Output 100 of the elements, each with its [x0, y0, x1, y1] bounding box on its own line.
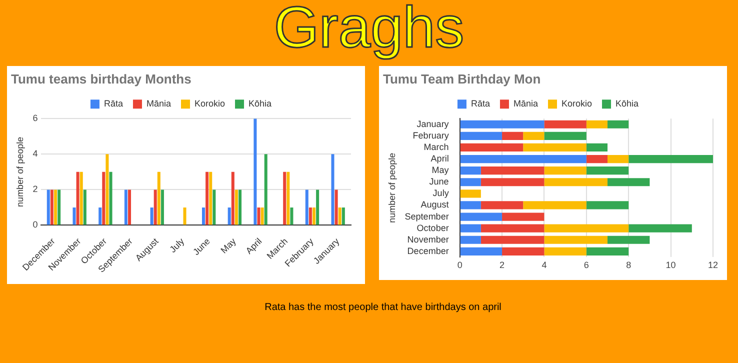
x-tick-label: 12: [708, 260, 718, 270]
y-tick-label: March: [424, 142, 449, 152]
text: Graghs: [272, 0, 466, 61]
bar: [308, 207, 312, 225]
bar: [628, 224, 692, 232]
y-tick-label: August: [420, 200, 450, 210]
y-tick-label: July: [432, 188, 450, 198]
y-tick-label: June: [429, 176, 449, 187]
legend-label: Korokio: [194, 98, 226, 109]
bar: [544, 224, 629, 232]
bar: [460, 154, 586, 164]
bar: [238, 190, 242, 225]
bar: [150, 207, 154, 225]
bar: [502, 132, 524, 140]
bar: [460, 247, 502, 256]
bar: [46, 190, 50, 225]
bar: [83, 190, 86, 225]
legend-label: Kōhia: [248, 98, 272, 109]
y-tick-label: 6: [32, 113, 38, 124]
text: Rata has the most people that have birthdays on april: [264, 302, 502, 313]
bar: [586, 201, 629, 210]
bar: [212, 190, 216, 225]
y-tick-label: February: [412, 130, 450, 140]
bar: [157, 172, 160, 225]
bar: [316, 190, 320, 225]
bar: [338, 207, 342, 225]
bar: [460, 212, 502, 221]
legend-label: Korokio: [561, 98, 592, 109]
bar: [523, 201, 586, 210]
bar: [283, 172, 286, 225]
bar: [202, 207, 206, 225]
bar: [106, 154, 109, 225]
legend-label: Mānia: [146, 98, 171, 109]
bar: [586, 120, 608, 128]
bar: [460, 132, 502, 140]
bar: [228, 207, 231, 225]
legend-label: Rāta: [104, 98, 123, 109]
bar: [480, 166, 544, 175]
bar: [502, 247, 544, 256]
bar: [342, 207, 345, 225]
bar: [160, 190, 164, 225]
x-tick-label: 4: [542, 260, 547, 270]
bar: [523, 132, 544, 140]
bar: [312, 207, 316, 225]
bar: [628, 154, 713, 164]
x-tick-label: 8: [626, 260, 632, 270]
legend-label: Rāta: [470, 98, 490, 109]
y-axis-title: number of people: [14, 136, 25, 207]
bar: [544, 120, 586, 128]
y-tick-label: 4: [32, 148, 38, 159]
bar: [460, 143, 524, 152]
y-tick-label: 2: [32, 184, 38, 194]
bar: [206, 172, 209, 225]
bar: [480, 236, 544, 244]
y-tick-label: September: [404, 211, 449, 222]
bar: [608, 236, 650, 244]
bar: [257, 207, 260, 225]
bar: [76, 172, 80, 225]
bar: [544, 236, 608, 244]
bar: [54, 190, 58, 225]
y-tick-label: 0: [32, 220, 38, 230]
bar: [460, 178, 481, 186]
y-tick-label: April: [430, 154, 449, 164]
bar: [460, 236, 481, 244]
legend-label: Mānia: [513, 98, 538, 109]
bar: [460, 190, 481, 198]
bar: [290, 207, 294, 225]
bar: [209, 172, 212, 225]
x-tick-label: 0: [457, 260, 462, 270]
bar: [334, 190, 338, 225]
bar: [544, 166, 586, 175]
bar: [460, 224, 481, 232]
bar: [183, 207, 186, 225]
bar: [234, 190, 238, 225]
bar: [254, 118, 257, 225]
y-axis-title: number of people: [386, 152, 397, 223]
bar: [586, 247, 629, 256]
bar: [480, 201, 524, 210]
bar: [286, 172, 290, 225]
bar: [264, 154, 268, 225]
chart-title: Tumu Team Birthday Mon: [383, 71, 541, 86]
bar: [480, 224, 544, 232]
bar: [331, 154, 334, 225]
bar: [544, 247, 586, 256]
y-tick-label: May: [432, 165, 450, 176]
bar: [305, 190, 308, 225]
bar: [608, 178, 650, 186]
bar: [72, 207, 76, 225]
x-tick-label: 2: [500, 260, 505, 270]
bar: [102, 172, 106, 225]
bar: [480, 178, 544, 186]
x-tick-label: 10: [666, 260, 676, 270]
bar: [80, 172, 83, 225]
chart-title: Tumu teams birthday Months: [11, 71, 192, 86]
bar: [58, 190, 61, 225]
bar: [260, 207, 264, 225]
bar: [460, 120, 544, 128]
legend-label: Kōhia: [616, 98, 639, 109]
y-tick-label: January: [416, 118, 450, 129]
bar: [231, 172, 234, 225]
